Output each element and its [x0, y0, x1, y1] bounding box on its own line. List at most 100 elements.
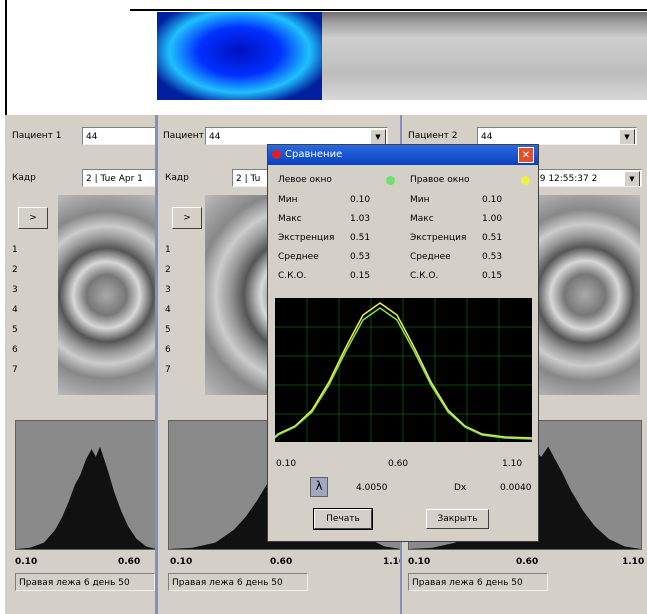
histogram-axis-label: 1.10 — [622, 557, 644, 567]
distribution-plot — [275, 298, 532, 442]
stat-value: 1.03 — [350, 214, 370, 224]
stat-label: Макс — [410, 214, 434, 224]
histogram-axis-label: 0.60 — [516, 557, 538, 567]
frame-radio[interactable]: 3 — [12, 285, 18, 295]
radio-label: 5 — [12, 325, 18, 335]
histogram-axis-label: 0.60 — [118, 557, 140, 567]
close-icon[interactable]: ✕ — [518, 147, 534, 163]
dropdown-arrow[interactable]: ▼ — [619, 129, 635, 145]
histogram-axis-label: 1.10 — [383, 557, 400, 567]
lambda-icon[interactable]: λ — [310, 477, 328, 497]
dx-value: 0.0040 — [500, 483, 532, 493]
title-icon — [272, 150, 281, 159]
next-button[interactable]: > — [18, 207, 48, 229]
stat-value: 0.53 — [350, 252, 370, 262]
patient-combo[interactable]: 44 — [82, 127, 155, 145]
right-color-dot — [521, 176, 530, 185]
radio-label: 4 — [12, 305, 18, 315]
print-button[interactable]: Печать — [314, 509, 372, 529]
stat-label: С.К.О. — [278, 271, 306, 281]
radio-label: 4 — [165, 305, 171, 315]
frame-radio[interactable]: 7 — [12, 365, 18, 375]
patient-combo[interactable]: 44 ▼ — [205, 127, 388, 145]
caption-box: Правая лежа 6 день 50 — [168, 573, 308, 591]
histogram-shape — [16, 421, 155, 549]
patient-combo[interactable]: 44 ▼ — [477, 127, 637, 145]
next-button[interactable]: > — [172, 207, 202, 229]
patient-label: Пациент 2 — [408, 131, 458, 141]
stat-value: 0.51 — [350, 233, 370, 243]
dx-label: Dx — [454, 483, 466, 493]
frame-line — [5, 0, 7, 115]
stat-value: 0.10 — [482, 195, 502, 205]
patient-value: 44 — [209, 132, 220, 142]
frame-radio[interactable]: 6 — [12, 345, 18, 355]
dialog-title: Сравнение — [285, 149, 342, 160]
frame-line — [130, 9, 647, 11]
radio-label: 7 — [165, 365, 171, 375]
caption-box: Правая лежа 6 день 50 — [408, 573, 548, 591]
frame-image — [58, 195, 155, 395]
heatmap-image — [157, 12, 322, 100]
stat-label: Среднее — [278, 252, 319, 262]
patient-value: 44 — [86, 132, 97, 142]
histogram-axis-label: 0.10 — [408, 557, 430, 567]
stat-value: 1.00 — [482, 214, 502, 224]
left-color-dot — [386, 176, 395, 185]
dropdown-arrow[interactable]: ▼ — [370, 129, 386, 145]
frame-radio[interactable]: 5 — [12, 325, 18, 335]
frame-radio[interactable]: 6 — [165, 345, 171, 355]
app-window: Пациент 1 44 Кадр 2 | Tue Apr 1 >1 2 3 4 5 6 7 0.10… — [0, 0, 647, 614]
dialog: Сравнение ✕ Левое окно Мин 0.10 Макс 1.03 Экс… — [267, 144, 539, 542]
stat-label: Мин — [278, 195, 298, 205]
histogram-bars — [16, 447, 155, 549]
stat-value: 0.10 — [350, 195, 370, 205]
radio-label: 2 — [12, 265, 18, 275]
patient-label: Пациент 1 — [12, 131, 62, 141]
close-button[interactable]: Закрыть — [426, 509, 489, 529]
splitter — [155, 115, 158, 614]
frame-combo[interactable]: 19 12:55:37 2▼ — [530, 169, 642, 187]
stat-label: Мин — [410, 195, 430, 205]
stat-value: 0.53 — [482, 252, 502, 262]
histogram-axis-label: 0.10 — [170, 557, 192, 567]
frame-strip-image — [322, 12, 647, 100]
stat-value: 0.15 — [482, 271, 502, 281]
radio-label: 1 — [165, 245, 171, 255]
dialog-titlebar: Сравнение ✕ — [268, 145, 538, 165]
frame-radio[interactable]: 5 — [165, 325, 171, 335]
frame-label: Кадр — [165, 173, 189, 183]
frame-radio[interactable]: 4 — [165, 305, 171, 315]
plot-axis-label: 0.10 — [276, 459, 296, 469]
histogram-axis-label: 0.10 — [15, 557, 37, 567]
radio-label: 6 — [165, 345, 171, 355]
radio-label: 3 — [12, 285, 18, 295]
frame-value: 2 | Tu — [236, 174, 260, 184]
frame-radio[interactable]: 1 — [165, 245, 171, 255]
plot-axis-label: 0.60 — [388, 459, 408, 469]
stat-label: Экстренция — [410, 233, 466, 243]
frame-combo[interactable]: 2 | Tue Apr 1 — [82, 169, 155, 187]
stat-value: 0.15 — [350, 271, 370, 281]
frame-radio[interactable]: 4 — [12, 305, 18, 315]
radio-label: 5 — [165, 325, 171, 335]
histogram-axis-label: 0.60 — [270, 557, 292, 567]
frame-radio[interactable]: 3 — [165, 285, 171, 295]
patient-value: 44 — [481, 132, 492, 142]
radio-label: 6 — [12, 345, 18, 355]
lambda-value: 4.0050 — [356, 483, 388, 493]
dropdown-arrow[interactable]: ▼ — [624, 171, 640, 187]
frame-radio[interactable]: 1 — [12, 245, 18, 255]
frame-radio[interactable]: 7 — [165, 365, 171, 375]
frame-radio[interactable]: 2 — [165, 265, 171, 275]
group-title: Правое окно — [410, 175, 470, 185]
radio-label: 1 — [12, 245, 18, 255]
stat-label: Макс — [278, 214, 302, 224]
frame-radio[interactable]: 2 — [12, 265, 18, 275]
radio-label: 3 — [165, 285, 171, 295]
plot-axis-label: 1.10 — [502, 459, 522, 469]
stat-label: Среднее — [410, 252, 451, 262]
radio-label: 7 — [12, 365, 18, 375]
group-title: Левое окно — [278, 175, 332, 185]
